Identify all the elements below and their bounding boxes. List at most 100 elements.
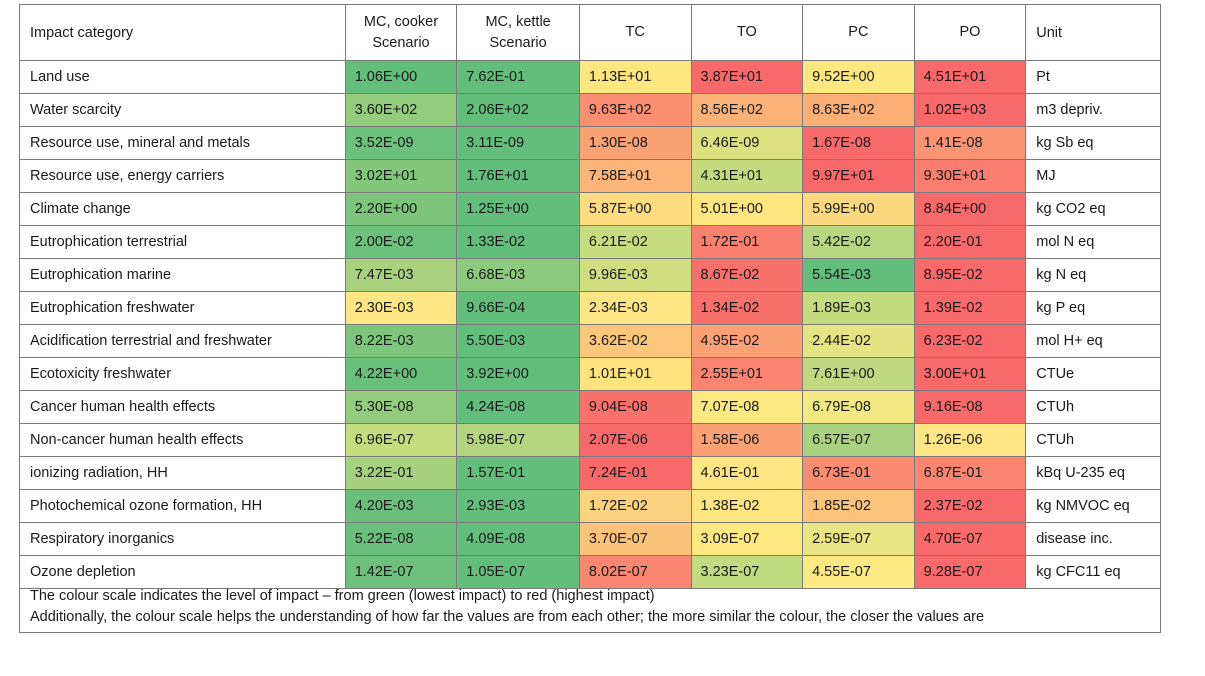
value-cell: 1.41E-08 [913, 126, 1027, 160]
value-cell: 9.16E-08 [913, 390, 1027, 424]
value-cell: 4.22E+00 [344, 357, 458, 391]
table-body: Land use 1.06E+00 7.62E-01 1.13E+01 3.87E+01… [19, 60, 1161, 589]
value-cell: 7.07E-08 [690, 390, 804, 424]
header-unit: Unit [1025, 4, 1161, 61]
value-cell: 2.30E-03 [344, 291, 458, 325]
impact-category-cell: Photochemical ozone formation, HH [19, 489, 346, 523]
value-cell: 9.04E-08 [578, 390, 692, 424]
unit-cell: CTUh [1025, 390, 1161, 424]
value-cell: 8.63E+02 [802, 93, 915, 127]
header-tc: TC [578, 4, 692, 61]
unit-cell: Pt [1025, 60, 1161, 94]
impact-category-cell: Resource use, mineral and metals [19, 126, 346, 160]
value-cell: 1.06E+00 [344, 60, 458, 94]
impact-table: Impact category MC, cooker Scenario MC, … [19, 4, 1161, 589]
unit-cell: kg CO2 eq [1025, 192, 1161, 226]
value-cell: 9.96E-03 [578, 258, 692, 292]
unit-cell: kg Sb eq [1025, 126, 1161, 160]
value-cell: 8.02E-07 [578, 555, 692, 589]
table-row: Photochemical ozone formation, HH 4.20E-0… [19, 489, 1161, 523]
value-cell: 6.87E-01 [913, 456, 1027, 490]
value-cell: 3.02E+01 [344, 159, 458, 193]
value-cell: 1.42E-07 [344, 555, 458, 589]
unit-cell: kg NMVOC eq [1025, 489, 1161, 523]
value-cell: 5.22E-08 [344, 522, 458, 556]
value-cell: 9.66E-04 [456, 291, 580, 325]
impact-category-cell: ionizing radiation, HH [19, 456, 346, 490]
impact-category-cell: Eutrophication terrestrial [19, 225, 346, 259]
unit-cell: disease inc. [1025, 522, 1161, 556]
table-row: ionizing radiation, HH 3.22E-01 1.57E-01 7.… [19, 456, 1161, 490]
unit-cell: CTUe [1025, 357, 1161, 391]
impact-category-cell: Respiratory inorganics [19, 522, 346, 556]
table-row: Respiratory inorganics 5.22E-08 4.09E-08 3.… [19, 522, 1161, 556]
table-row: Eutrophication freshwater 2.30E-03 9.66E-0… [19, 291, 1161, 325]
value-cell: 8.84E+00 [913, 192, 1027, 226]
value-cell: 6.46E-09 [690, 126, 804, 160]
header-mc-kettle: MC, kettle Scenario [456, 4, 580, 61]
value-cell: 1.76E+01 [456, 159, 580, 193]
table-row: Water scarcity 3.60E+02 2.06E+02 9.63E+02 8.… [19, 93, 1161, 127]
header-row: Impact category MC, cooker Scenario MC, … [19, 4, 1161, 61]
value-cell: 1.34E-02 [690, 291, 804, 325]
value-cell: 5.54E-03 [802, 258, 915, 292]
impact-category-cell: Resource use, energy carriers [19, 159, 346, 193]
value-cell: 2.20E-01 [913, 225, 1027, 259]
footnote-line-2: Additionally, the colour scale helps the… [30, 609, 985, 625]
impact-category-cell: Ecotoxicity freshwater [19, 357, 346, 391]
value-cell: 2.07E-06 [578, 423, 692, 457]
value-cell: 5.42E-02 [802, 225, 915, 259]
value-cell: 5.01E+00 [690, 192, 804, 226]
table-row: Resource use, energy carriers 3.02E+01 1.7… [19, 159, 1161, 193]
value-cell: 5.87E+00 [578, 192, 692, 226]
table-row: Ozone depletion 1.42E-07 1.05E-07 8.02E-07 3… [19, 555, 1161, 589]
value-cell: 1.57E-01 [456, 456, 580, 490]
value-cell: 6.96E-07 [344, 423, 458, 457]
impact-category-cell: Eutrophication freshwater [19, 291, 346, 325]
value-cell: 6.23E-02 [913, 324, 1027, 358]
impact-category-cell: Acidification terrestrial and freshwater [19, 324, 346, 358]
value-cell: 1.33E-02 [456, 225, 580, 259]
value-cell: 1.38E-02 [690, 489, 804, 523]
value-cell: 5.50E-03 [456, 324, 580, 358]
value-cell: 9.63E+02 [578, 93, 692, 127]
unit-cell: kg P eq [1025, 291, 1161, 325]
value-cell: 4.24E-08 [456, 390, 580, 424]
header-po: PO [913, 4, 1027, 61]
table-row: Resource use, mineral and metals 3.52E-09… [19, 126, 1161, 160]
unit-cell: MJ [1025, 159, 1161, 193]
impact-category-cell: Non-cancer human health effects [19, 423, 346, 457]
value-cell: 7.24E-01 [578, 456, 692, 490]
value-cell: 4.31E+01 [690, 159, 804, 193]
value-cell: 2.44E-02 [802, 324, 915, 358]
value-cell: 8.67E-02 [690, 258, 804, 292]
value-cell: 4.09E-08 [456, 522, 580, 556]
value-cell: 6.21E-02 [578, 225, 692, 259]
value-cell: 3.11E-09 [456, 126, 580, 160]
value-cell: 4.55E-07 [802, 555, 915, 589]
value-cell: 1.67E-08 [802, 126, 915, 160]
value-cell: 1.05E-07 [456, 555, 580, 589]
table-row: Land use 1.06E+00 7.62E-01 1.13E+01 3.87E+01… [19, 60, 1161, 94]
value-cell: 1.85E-02 [802, 489, 915, 523]
value-cell: 3.92E+00 [456, 357, 580, 391]
value-cell: 3.00E+01 [913, 357, 1027, 391]
value-cell: 1.58E-06 [690, 423, 804, 457]
colour-scale-note: The colour scale indicates the level of … [19, 586, 1161, 633]
value-cell: 3.87E+01 [690, 60, 804, 94]
value-cell: 3.52E-09 [344, 126, 458, 160]
value-cell: 2.00E-02 [344, 225, 458, 259]
value-cell: 6.68E-03 [456, 258, 580, 292]
impact-category-cell: Climate change [19, 192, 346, 226]
impact-category-cell: Ozone depletion [19, 555, 346, 589]
impact-category-cell: Eutrophication marine [19, 258, 346, 292]
value-cell: 4.95E-02 [690, 324, 804, 358]
value-cell: 2.59E-07 [802, 522, 915, 556]
value-cell: 3.23E-07 [690, 555, 804, 589]
value-cell: 3.70E-07 [578, 522, 692, 556]
unit-cell: m3 depriv. [1025, 93, 1161, 127]
value-cell: 9.52E+00 [802, 60, 915, 94]
value-cell: 8.56E+02 [690, 93, 804, 127]
header-mc-cooker: MC, cooker Scenario [344, 4, 458, 61]
unit-cell: kg CFC11 eq [1025, 555, 1161, 589]
